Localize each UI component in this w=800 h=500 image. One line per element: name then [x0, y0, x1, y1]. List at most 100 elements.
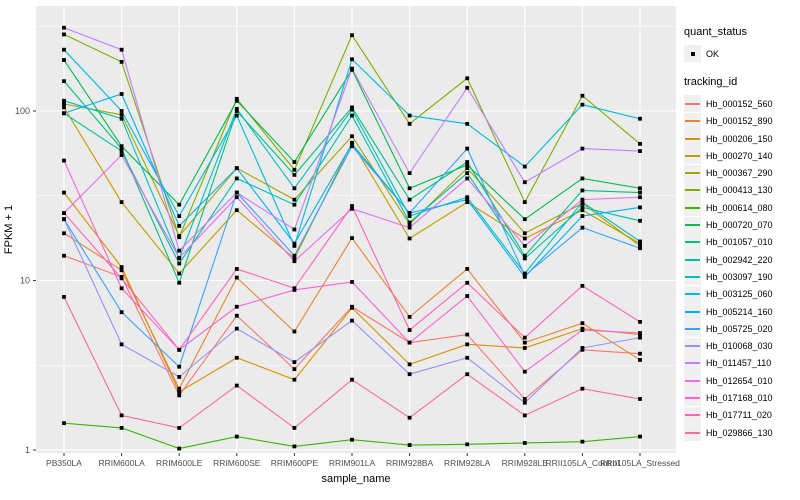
legend-key-swatch: [684, 199, 701, 217]
data-point: [292, 172, 297, 177]
data-point: [177, 261, 182, 266]
data-point: [580, 283, 585, 288]
x-axis-title: sample_name: [321, 473, 390, 485]
legend-key-swatch: [684, 424, 701, 442]
data-point: [580, 439, 585, 444]
data-point: [62, 105, 66, 110]
data-point: [62, 158, 66, 163]
data-point: [638, 331, 642, 335]
data-point: [177, 214, 182, 218]
legend-item-label: Hb_017711_020: [706, 410, 772, 421]
data-point: [234, 109, 239, 113]
data-point: [234, 313, 239, 318]
data-point: [62, 79, 66, 84]
data-point: [522, 217, 527, 222]
legend-item-Hb_017711_020: Hb_017711_020: [684, 406, 800, 424]
legend-item-Hb_010068_030: Hb_010068_030: [684, 337, 800, 355]
data-point: [522, 180, 527, 185]
legend-key-swatch: [684, 303, 701, 320]
line-swatch-icon: [685, 293, 700, 296]
legend-item-label: Hb_002942_220: [706, 254, 773, 265]
data-point: [292, 227, 297, 232]
legend-item-label: Hb_011457_110: [706, 358, 772, 369]
data-point: [465, 166, 470, 171]
legend-item-Hb_005725_020: Hb_005725_020: [684, 320, 800, 338]
legend-item-label: Hb_012654_010: [706, 375, 773, 386]
data-point: [638, 141, 642, 146]
x-tick-label: RRII105LA_Control: [546, 458, 620, 468]
data-point: [350, 305, 354, 310]
data-point: [638, 239, 642, 244]
line-swatch-icon: [685, 189, 700, 192]
data-point: [638, 190, 642, 195]
data-point: [580, 225, 585, 230]
legend-item-Hb_003097_190: Hb_003097_190: [684, 268, 800, 286]
data-point: [522, 441, 527, 445]
data-point: [292, 167, 297, 172]
x-tick-label: RRIM928LE: [502, 458, 549, 468]
data-point: [465, 160, 470, 164]
data-point: [234, 434, 239, 439]
data-point: [119, 92, 124, 96]
legend-item-ok: OK: [684, 45, 800, 63]
data-point: [292, 241, 297, 246]
line-swatch-icon: [685, 102, 700, 105]
legend-item-Hb_000720_070: Hb_000720_070: [684, 216, 800, 234]
data-point: [465, 294, 470, 298]
data-point: [465, 163, 470, 167]
data-point: [580, 321, 585, 326]
line-swatch-icon: [685, 258, 700, 261]
data-point: [638, 241, 642, 246]
line-swatch-icon: [685, 275, 700, 278]
data-point: [177, 223, 182, 228]
data-point: [292, 426, 297, 430]
data-point: [580, 197, 585, 202]
data-point: [407, 372, 412, 377]
legend-key-swatch: [684, 181, 701, 199]
data-point: [407, 121, 412, 126]
data-point: [177, 393, 182, 398]
line-swatch-icon: [685, 241, 700, 244]
legend-item-Hb_000367_290: Hb_000367_290: [684, 164, 800, 182]
data-point: [62, 47, 66, 52]
data-point: [350, 236, 354, 240]
data-point: [292, 160, 297, 164]
data-point: [234, 383, 239, 388]
data-point: [465, 171, 470, 176]
data-point: [638, 397, 642, 401]
legend-key-swatch: [684, 233, 701, 251]
data-point: [234, 195, 239, 200]
x-tick-label: RRIM928LA: [444, 458, 491, 468]
data-point: [407, 197, 412, 202]
legend-item-Hb_017168_010: Hb_017168_010: [684, 389, 800, 407]
data-point: [62, 190, 66, 195]
data-point: [350, 33, 354, 38]
data-point: [292, 444, 297, 449]
data-point: [407, 220, 412, 225]
data-point: [522, 413, 527, 418]
data-point: [234, 98, 239, 103]
data-point: [62, 217, 66, 222]
legend-item-Hb_000206_150: Hb_000206_150: [684, 130, 800, 148]
legend-key-swatch: [684, 216, 701, 234]
data-point: [119, 116, 124, 121]
legend-key-swatch: [684, 285, 701, 303]
data-point: [465, 200, 470, 205]
legend-item-label: Hb_029866_130: [706, 427, 773, 438]
legend-key-swatch: [684, 95, 701, 113]
data-point: [465, 195, 470, 200]
data-point: [119, 109, 124, 113]
legend-item-label: Hb_000270_140: [706, 150, 773, 161]
data-point: [522, 253, 527, 258]
data-point: [234, 190, 239, 195]
data-point: [465, 76, 470, 81]
x-tick-label: RRIM600SE: [213, 458, 261, 468]
data-point: [407, 211, 412, 215]
y-tick-label: 1: [25, 445, 30, 455]
data-point: [407, 236, 412, 241]
data-point: [292, 360, 297, 365]
line-swatch-icon: [685, 362, 700, 365]
data-point: [177, 446, 182, 451]
